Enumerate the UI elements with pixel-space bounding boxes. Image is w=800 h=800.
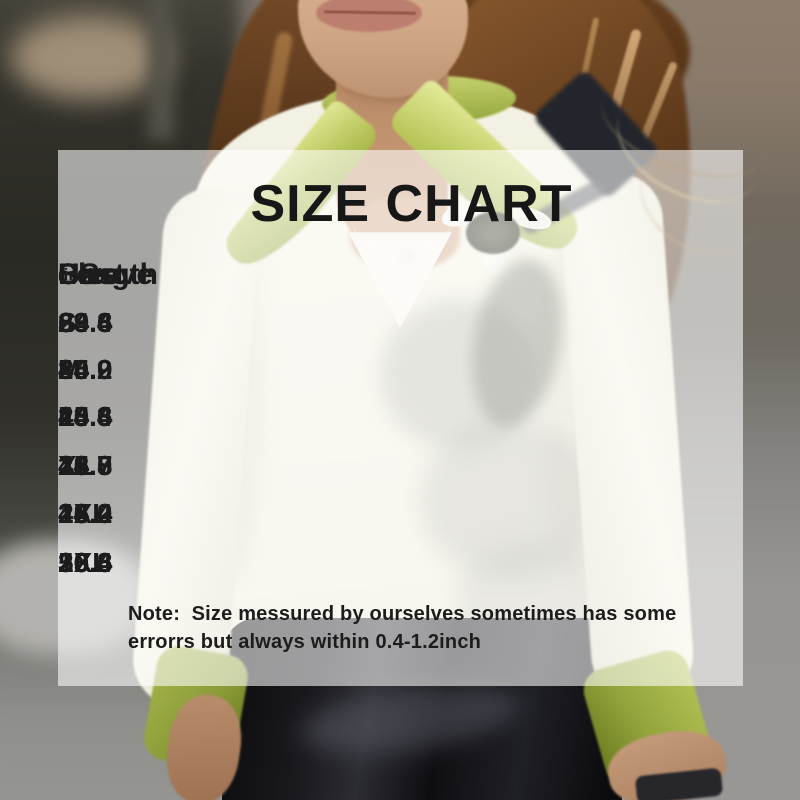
measurement-note: Note: Size messured by ourselves sometim… [128, 601, 708, 653]
column-header-length: Length [58, 258, 158, 291]
model-lips [316, 0, 422, 32]
length-value: 26.4 [58, 498, 113, 529]
length-value: 26.8 [58, 547, 113, 578]
size-label: M [58, 354, 82, 385]
us-value: 16 [58, 547, 90, 578]
size-row-xl: XL 12 45.7 26.0 24.8 [58, 448, 743, 484]
column-header-sleeve: Sleeve [58, 258, 154, 291]
length-value: 26.0 [58, 450, 113, 481]
length-value: 24.8 [58, 307, 113, 338]
background-blur-blob [10, 15, 170, 100]
bust-value: 40.9 [58, 354, 113, 385]
us-value: 12 [58, 450, 90, 481]
size-unit-label: (inch) [58, 265, 105, 284]
size-chart-header-row: Size (inch) US Bust Length Sleeve [58, 258, 158, 291]
us-value: 10 [58, 401, 90, 432]
us-value: 6 [58, 307, 74, 338]
size-label: S [58, 307, 77, 338]
size-row-3xl: 3XL 16 50.4 26.8 25.6 [58, 545, 743, 581]
bust-value: 50.4 [58, 547, 113, 578]
us-value: 8 [58, 354, 74, 385]
sleeve-value: 25.2 [58, 498, 113, 529]
background-post-blur [148, 0, 174, 140]
bust-value: 39.4 [58, 307, 113, 338]
size-label: 2XL [58, 498, 110, 529]
column-header-bust: Bust [58, 258, 125, 291]
size-row-l: L 10 43.3 25.6 24.4 [58, 399, 743, 435]
column-header-us: US [58, 258, 100, 291]
size-label: XL [58, 450, 94, 481]
sleeve-value: 24.0 [58, 354, 113, 385]
bust-value: 48.0 [58, 498, 113, 529]
bust-value: 43.3 [58, 401, 113, 432]
us-value: 14 [58, 498, 90, 529]
sleeve-value: 25.6 [58, 547, 113, 578]
sleeve-value: 23.6 [58, 307, 113, 338]
size-row-2xl: 2XL 14 48.0 26.4 25.2 [58, 496, 743, 532]
note-line-2: errorrs but always within 0.4-1.2inch [128, 630, 482, 653]
note-line-1: Note: Size messured by ourselves sometim… [128, 603, 677, 625]
size-row-s: S 6 39.4 24.8 23.6 [58, 305, 743, 341]
size-label: 3XL [58, 547, 110, 578]
length-value: 25.6 [58, 401, 113, 432]
size-chart-title: SIZE CHART [250, 175, 573, 233]
sleeve-value: 24.8 [58, 450, 113, 481]
length-value: 25.2 [58, 354, 113, 385]
size-label: L [58, 401, 76, 432]
sleeve-value: 24.4 [58, 401, 113, 432]
size-chart-overlay: SIZE CHART Size (inch) US Bust Length Sle… [58, 150, 743, 686]
bust-value: 45.7 [58, 450, 113, 481]
size-row-m: M 8 40.9 25.2 24.0 [58, 352, 743, 388]
